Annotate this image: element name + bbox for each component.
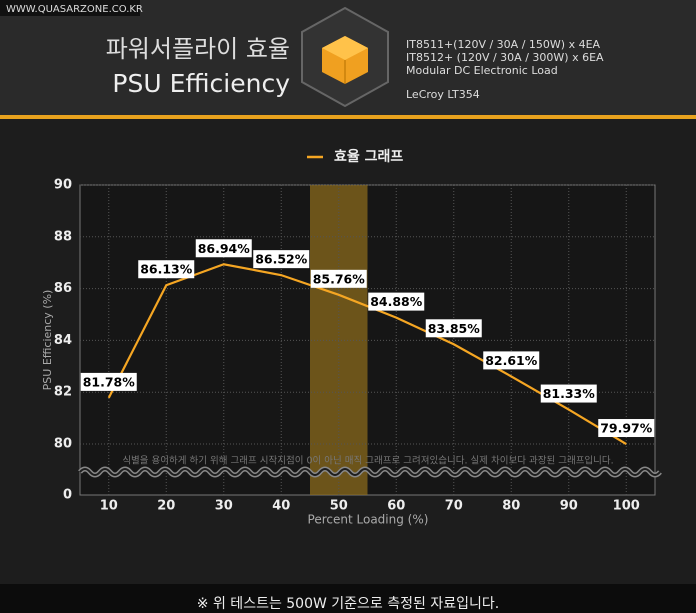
data-label-box (425, 319, 482, 338)
y-tick-label: 88 (54, 229, 72, 244)
watermark-bg (0, 0, 140, 16)
data-label-box (138, 260, 195, 279)
data-label-box (253, 250, 310, 269)
data-label-text: 86.94% (198, 241, 251, 256)
x-tick-label: 80 (502, 499, 520, 514)
x-tick-label: 70 (445, 499, 463, 514)
equipment-line: IT8512+ (120V / 30A / 300W) x 6EA (406, 51, 604, 64)
y-tick-label: 90 (54, 178, 72, 193)
data-label-text: 82.61% (485, 353, 538, 368)
data-label-box (310, 269, 367, 288)
x-tick-label: 30 (215, 499, 233, 514)
equipment-line: Modular DC Electronic Load (406, 64, 558, 77)
x-tick-label: 40 (272, 499, 290, 514)
data-label: 82.61% (483, 351, 540, 370)
y-tick-label: 86 (54, 281, 72, 296)
chart-note: 식별을 용이하게 하기 위해 그래프 시작지점이 0이 아닌 매직 그래프로 그… (122, 455, 613, 467)
y-tick-label: 82 (54, 385, 72, 400)
legend-label: 효율 그래프 (334, 148, 403, 165)
x-tick-label: 20 (157, 499, 175, 514)
data-label: 81.33% (540, 384, 597, 403)
data-label: 81.78% (80, 372, 137, 391)
header-rule (0, 115, 696, 119)
title-ko: 파워서플라이 효율 (106, 35, 290, 63)
y-tick-label: 80 (54, 437, 72, 452)
axis-break-inner (79, 468, 661, 476)
footnote: ※ 위 테스트는 500W 기준으로 측정된 자료입니다. (197, 596, 499, 612)
data-label-text: 86.52% (255, 252, 308, 267)
data-label-text: 81.33% (543, 386, 596, 401)
watermark: WWW.QUASARZONE.CO.KR (6, 4, 143, 15)
data-label-box (598, 419, 655, 438)
data-label: 85.76% (310, 269, 367, 288)
data-label-text: 85.76% (313, 271, 366, 286)
x-tick-label: 60 (387, 499, 405, 514)
data-label: 83.85% (425, 319, 482, 338)
data-label-text: 86.13% (140, 262, 193, 277)
data-label-text: 81.78% (83, 374, 136, 389)
x-tick-label: 10 (100, 499, 118, 514)
plot: 0 80 82 84 86 88 90 10 20 30 40 50 60 70 80 90 100 식별을 용이… (41, 148, 662, 527)
data-label-text: 83.85% (428, 321, 481, 336)
x-tick-label: 100 (613, 499, 640, 514)
data-label-box (195, 239, 252, 258)
data-label-box (483, 351, 540, 370)
data-label: 86.52% (253, 250, 310, 269)
y-tick-label: 84 (54, 333, 72, 348)
equipment-line: IT8511+(120V / 30A / 150W) x 4EA (406, 38, 601, 51)
data-label: 84.88% (368, 292, 425, 311)
x-axis-label: Percent Loading (%) (308, 513, 429, 527)
data-label: 86.13% (138, 260, 195, 279)
data-label-box (540, 384, 597, 403)
equipment-line: LeCroy LT354 (406, 88, 480, 101)
data-label-box (368, 292, 425, 311)
line-series (107, 263, 627, 445)
title-en: PSU Efficiency (112, 69, 290, 98)
x-tick-label: 90 (560, 499, 578, 514)
y-axis-label: PSU Efficiency (%) (41, 290, 54, 391)
data-label-text: 79.97% (600, 421, 653, 436)
data-label: 79.97% (598, 419, 655, 438)
y-tick-label: 0 (63, 488, 72, 503)
logo (301, 6, 389, 108)
x-tick-label: 50 (330, 499, 348, 514)
data-label-text: 84.88% (370, 294, 423, 309)
data-label-box (80, 372, 137, 391)
data-label: 86.94% (195, 239, 252, 258)
